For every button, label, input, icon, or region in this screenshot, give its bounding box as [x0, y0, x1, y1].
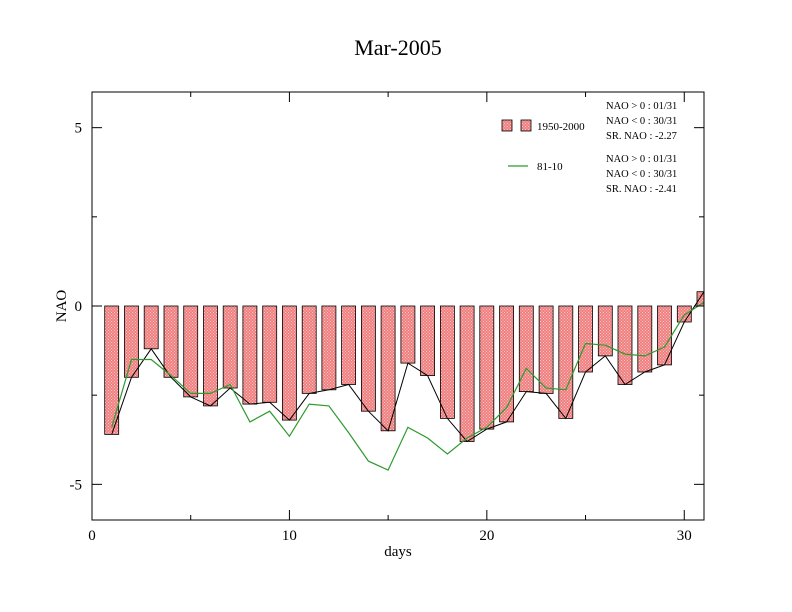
- bar-day-18: [439, 305, 455, 419]
- bar-day-14: [360, 305, 376, 412]
- chart-title: Mar-2005: [354, 35, 442, 60]
- y-axis-label: NAO: [54, 290, 70, 323]
- legend-swatch-1950-2000-right: [520, 119, 532, 132]
- axis-ticks: 0 10 20 30 -5 0 5: [70, 92, 704, 544]
- bar-day-23: [538, 305, 554, 394]
- legend-label-1950-2000: 1950-2000: [537, 121, 585, 133]
- bar-day-13: [341, 305, 357, 385]
- legend-stat-1-3: SR. NAO : -2.27: [606, 131, 677, 142]
- x-tick-label-20: 20: [479, 528, 494, 544]
- bar-day-25: [578, 305, 593, 373]
- bar-day-26: [597, 305, 613, 357]
- x-axis-label: days: [384, 544, 412, 560]
- bar-day-31: [696, 291, 704, 307]
- legend-swatch-1950-2000-left: [501, 119, 513, 132]
- bar-day-20: [479, 305, 495, 430]
- bar-day-11: [301, 305, 317, 394]
- bar-day-19: [459, 305, 475, 442]
- bar-day-1: [104, 305, 120, 435]
- bar-day-21: [499, 305, 515, 423]
- bar-day-15: [380, 305, 396, 432]
- legend-label-81-10: 81-10: [537, 161, 563, 173]
- bar-day-5: [183, 305, 199, 398]
- bar-day-16: [400, 305, 416, 364]
- series-81-10-line: [111, 301, 704, 471]
- bar-series-outline-line: [111, 291, 704, 443]
- bar-day-2: [124, 305, 139, 378]
- bar-day-4: [163, 305, 179, 378]
- bar-day-17: [420, 305, 436, 376]
- y-tick-label-0: 0: [75, 299, 83, 315]
- legend-stat-2-3: SR. NAO : -2.41: [606, 184, 677, 195]
- bar-series: [104, 291, 704, 442]
- y-tick-label-5: 5: [75, 121, 83, 137]
- bar-day-3: [143, 305, 159, 350]
- x-tick-label-10: 10: [282, 528, 297, 544]
- bar-day-7: [222, 305, 238, 389]
- legend: 1950-2000 NAO > 0 : 01/31 NAO < 0 : 30/3…: [501, 101, 677, 195]
- bar-day-8: [242, 305, 258, 405]
- bar-day-24: [558, 305, 574, 419]
- bar-day-9: [262, 305, 278, 403]
- y-tick-label--5: -5: [70, 477, 83, 493]
- bar-day-29: [657, 305, 672, 366]
- legend-stat-1-2: NAO < 0 : 30/31: [606, 116, 677, 127]
- bar-day-12: [321, 305, 337, 391]
- legend-stat-2-1: NAO > 0 : 01/31: [606, 154, 677, 165]
- x-tick-label-30: 30: [677, 528, 692, 544]
- x-tick-label-0: 0: [88, 528, 96, 544]
- bar-day-10: [281, 305, 297, 421]
- bar-day-27: [617, 305, 633, 385]
- bar-day-28: [637, 305, 653, 373]
- legend-stat-1-1: NAO > 0 : 01/31: [606, 101, 677, 112]
- legend-stat-2-2: NAO < 0 : 30/31: [606, 169, 677, 180]
